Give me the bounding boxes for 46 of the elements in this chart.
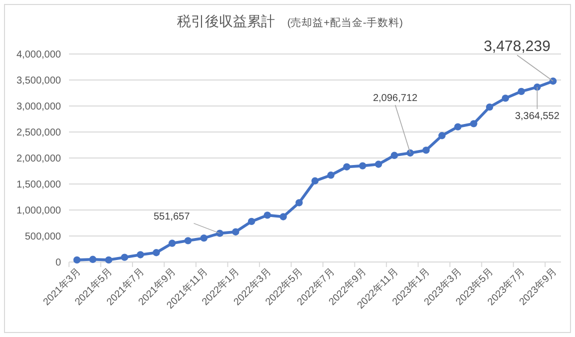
point xyxy=(248,218,256,226)
point xyxy=(486,103,494,111)
data-label: 2,096,712 xyxy=(372,92,418,104)
point xyxy=(232,228,240,236)
point xyxy=(438,132,446,140)
point xyxy=(454,123,462,130)
point xyxy=(216,230,224,237)
point xyxy=(534,83,541,91)
point xyxy=(152,249,160,256)
point xyxy=(390,152,398,159)
point xyxy=(184,237,192,244)
point xyxy=(105,256,112,264)
y-tick-label: 3,000,000 xyxy=(16,102,62,112)
point xyxy=(89,256,96,263)
y-tick-label: 4,000,000 xyxy=(16,50,62,60)
point xyxy=(502,94,510,102)
y-tick-label: 500,000 xyxy=(24,232,62,242)
point xyxy=(200,234,208,242)
point xyxy=(374,160,382,168)
point xyxy=(311,177,319,184)
point xyxy=(549,78,557,85)
y-tick-label: 3,500,000 xyxy=(16,76,62,86)
point xyxy=(168,240,176,247)
y-tick-label: 2,000,000 xyxy=(16,154,62,164)
data-label: 3,364,552 xyxy=(514,111,560,122)
data-label: 551,657 xyxy=(154,211,190,222)
point xyxy=(422,146,430,154)
point xyxy=(280,213,287,220)
point xyxy=(120,254,128,261)
point xyxy=(343,163,350,170)
y-tick-label: 0 xyxy=(55,258,62,268)
point xyxy=(406,149,414,157)
y-tick-label: 1,000,000 xyxy=(16,206,62,216)
point xyxy=(518,88,525,96)
chart-title: 税引後収益累計 xyxy=(177,13,276,29)
point xyxy=(327,172,334,179)
chart-subtitle: (売却益+配当金-手数料) xyxy=(287,16,403,29)
point xyxy=(470,120,478,128)
y-tick-label: 1,500,000 xyxy=(16,180,62,190)
point xyxy=(73,256,81,264)
point xyxy=(136,251,144,258)
point xyxy=(359,162,366,170)
y-tick-label: 2,500,000 xyxy=(16,128,62,138)
data-label: 3,478,239 xyxy=(484,38,550,56)
point xyxy=(264,212,271,219)
point xyxy=(296,199,303,206)
